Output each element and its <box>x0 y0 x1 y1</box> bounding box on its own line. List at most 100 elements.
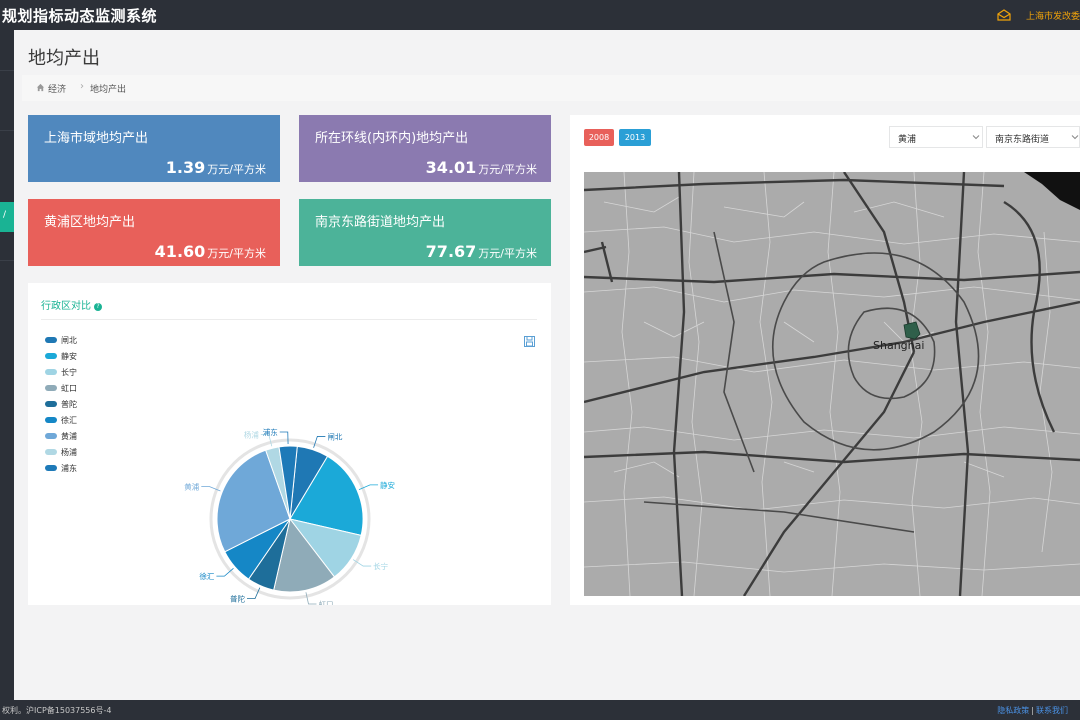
pie-slice[interactable] <box>216 449 291 553</box>
kpi-value: 41.60 万元/平方米 <box>155 242 266 261</box>
legend-label: 闸北 <box>61 336 77 345</box>
pie-slice-label: 闸北 <box>327 432 342 441</box>
district-map[interactable]: Shanghai <box>584 172 1080 596</box>
kpi-tile-ring-road: 所在环线(内环内)地均产出 34.01 万元/平方米 <box>299 115 551 182</box>
legend-swatch <box>45 417 57 423</box>
contact-link[interactable]: 联系我们 <box>1036 706 1068 715</box>
legend-label: 虹口 <box>61 384 77 393</box>
sidebar-divider <box>0 130 14 131</box>
map-city-label: Shanghai <box>873 339 924 352</box>
kpi-unit: 万元/平方米 <box>207 163 266 176</box>
legend-label: 静安 <box>61 352 77 361</box>
district-select[interactable]: 黄浦 <box>889 126 983 148</box>
pie-slice-label: 普陀 <box>230 594 245 604</box>
kpi-tile-city: 上海市域地均产出 1.39 万元/平方米 <box>28 115 280 182</box>
district-select-value: 黄浦 <box>898 135 917 145</box>
map-ring-roads <box>643 231 980 533</box>
kpi-value: 34.01 万元/平方米 <box>426 158 537 177</box>
sidebar-divider <box>0 260 14 261</box>
kpi-tile-street: 南京东路街道地均产出 77.67 万元/平方米 <box>299 199 551 266</box>
map-panel: 2008 2013 黄浦 南京东路街道 <box>570 115 1080 605</box>
street-select-value: 南京东路街道 <box>995 135 1050 145</box>
pie-leader-line <box>305 592 317 605</box>
legend-label: 浦东 <box>61 464 77 473</box>
legend-label: 长宁 <box>61 368 77 377</box>
panel-title: 行政区对比? <box>41 297 102 312</box>
map-district-boundaries <box>584 172 1080 596</box>
breadcrumb-chevron-icon: › <box>80 81 84 92</box>
kpi-number: 1.39 <box>165 158 206 177</box>
pie-slice[interactable] <box>273 517 336 593</box>
pie-slice-label: 黄浦 <box>184 482 199 492</box>
kpi-number: 77.67 <box>425 242 477 261</box>
year-button-2013[interactable]: 2013 <box>619 129 651 146</box>
legend-label: 徐汇 <box>61 416 77 425</box>
legend-swatch <box>45 353 57 359</box>
save-icon[interactable] <box>524 336 535 347</box>
district-compare-panel: 行政区对比? 闸北 静安 长宁 虹口 普陀 徐汇 黄浦 杨浦 浦东 闸北 静安 长宁 虹口 普陀 徐汇 黄浦… <box>28 283 551 605</box>
org-name[interactable]: 上海市发改委 <box>1026 12 1080 22</box>
question-circle-icon[interactable]: ? <box>94 303 102 311</box>
map-water-area <box>1024 172 1080 210</box>
panel-title-text: 行政区对比 <box>41 301 91 312</box>
pie-slice-label: 长宁 <box>373 561 388 571</box>
legend-swatch <box>45 337 57 343</box>
kpi-value: 77.67 万元/平方米 <box>426 242 537 261</box>
mail-icon[interactable] <box>997 9 1011 21</box>
pie-slice-label: 静安 <box>380 480 395 490</box>
panel-divider <box>41 319 537 320</box>
main-content: 地均产出 经济 › 地均产出 上海市域地均产出 1.39 万元/平方米 所在环线(… <box>14 30 1080 700</box>
legend-swatch <box>45 465 57 471</box>
pie-leader-line <box>201 486 221 492</box>
chevron-down-icon <box>1071 135 1079 140</box>
kpi-tile-district: 黄浦区地均产出 41.60 万元/平方米 <box>28 199 280 266</box>
legend-swatch <box>45 433 57 439</box>
kpi-value: 1.39 万元/平方米 <box>166 158 266 177</box>
year-button-2008[interactable]: 2008 <box>584 129 614 146</box>
legend-label: 普陀 <box>61 400 77 409</box>
pie-leader-line <box>260 434 273 447</box>
pie-slice-label: 杨浦 <box>244 430 259 440</box>
copyright: 权利。沪ICP备15037556号-4 <box>2 706 112 715</box>
pie-slice-label: 徐汇 <box>199 571 214 581</box>
sidebar: / <box>0 30 14 700</box>
highlighted-district[interactable] <box>903 321 921 340</box>
legend-swatch <box>45 401 57 407</box>
footer-divider: | <box>1031 706 1034 715</box>
kpi-title: 南京东路街道地均产出 <box>315 215 446 230</box>
pie-leader-line <box>279 431 289 445</box>
breadcrumb-item[interactable]: 经济 <box>48 85 67 95</box>
privacy-link[interactable]: 隐私政策 <box>997 706 1030 715</box>
app-title: 规划指标动态监测系统 <box>2 7 158 25</box>
kpi-unit: 万元/平方米 <box>207 247 266 260</box>
breadcrumb: 经济 › 地均产出 <box>22 75 1080 101</box>
kpi-number: 34.01 <box>425 158 477 177</box>
pie-halo <box>209 438 371 600</box>
top-bar: 规划指标动态监测系统 上海市发改委 <box>0 0 1080 30</box>
kpi-number: 41.60 <box>154 242 206 261</box>
pie-slice-label: 浦东 <box>263 427 278 437</box>
page-title: 地均产出 <box>28 48 100 69</box>
pie-leader-line <box>352 559 372 567</box>
breadcrumb-item: 地均产出 <box>90 85 127 95</box>
pie-slice-label: 虹口 <box>318 600 333 605</box>
home-icon[interactable] <box>36 83 45 92</box>
pie-slice[interactable] <box>278 445 298 520</box>
sidebar-active-glyph: / <box>3 210 7 220</box>
kpi-title: 上海市域地均产出 <box>44 131 149 146</box>
kpi-title: 黄浦区地均产出 <box>44 215 136 230</box>
pie-leader-line <box>216 567 234 577</box>
pie-leader-line <box>246 587 261 600</box>
sidebar-active-item[interactable]: / <box>0 202 14 232</box>
street-select[interactable]: 南京东路街道 <box>986 126 1080 148</box>
sidebar-divider <box>0 70 14 71</box>
legend-label: 黄浦 <box>61 432 77 441</box>
chevron-down-icon <box>972 135 980 140</box>
pie-slice[interactable] <box>289 455 364 536</box>
kpi-title: 所在环线(内环内)地均产出 <box>315 131 469 146</box>
pie-leader-line <box>358 484 379 490</box>
footer-links: 隐私政策 | 联系我们 <box>997 705 1068 716</box>
legend-swatch <box>45 385 57 391</box>
map-canvas: Shanghai <box>584 172 1080 596</box>
